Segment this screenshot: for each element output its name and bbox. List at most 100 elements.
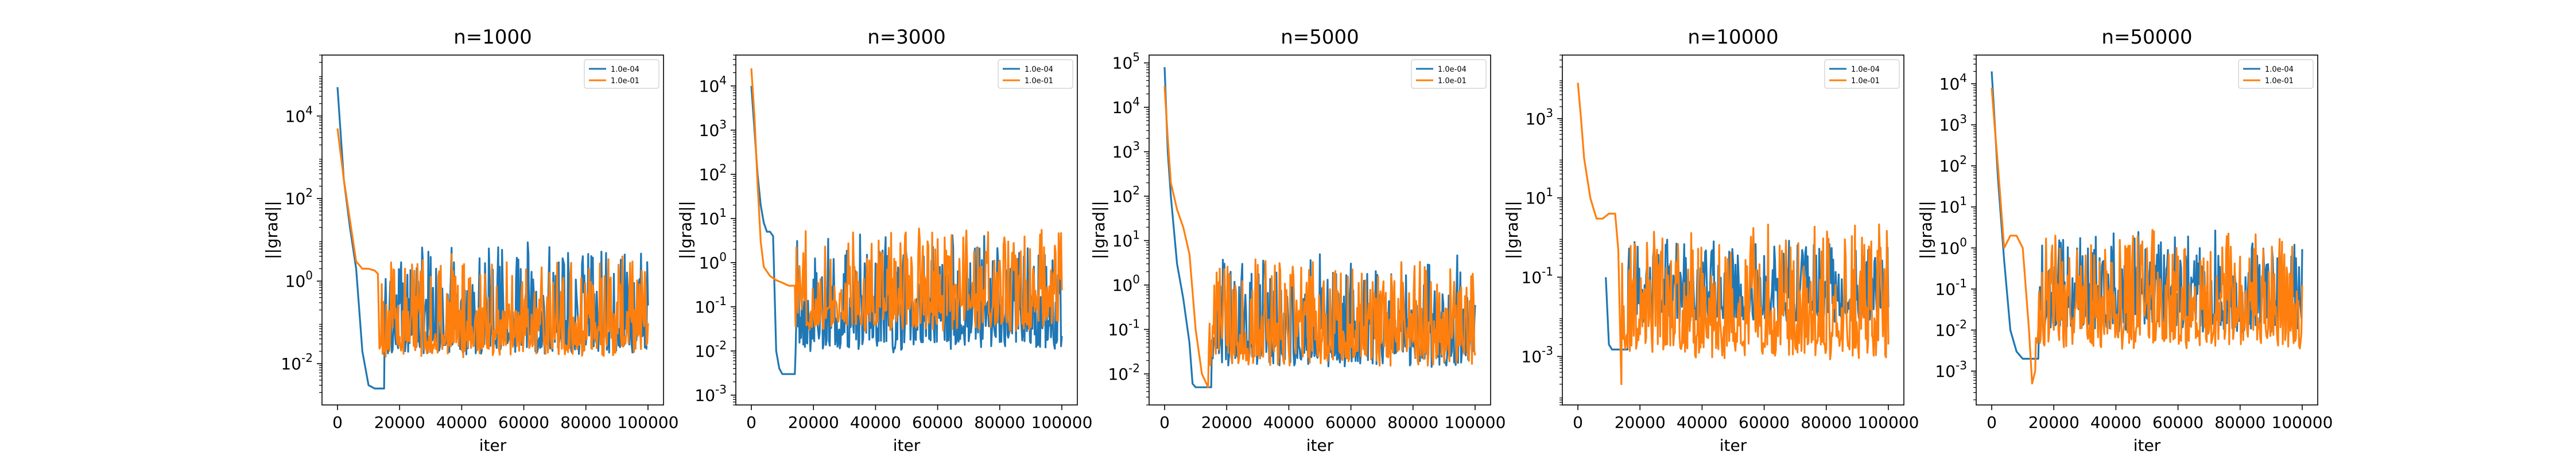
y-tick-label: 103 <box>1526 106 1553 128</box>
y-tick-exponent: 4 <box>1960 71 1967 85</box>
x-tick-label: 100000 <box>1858 413 1919 432</box>
subplot-2: 0 20000 40000 60000 80000 10000010-310-210-11… <box>676 26 1092 455</box>
y-tick-exponent: 3 <box>1546 106 1553 120</box>
x-tick-label: 80000 <box>974 413 1025 432</box>
y-tick-label: 104 <box>699 73 727 96</box>
y-tick-label: 101 <box>1526 185 1553 208</box>
y-tick-label: 10-1 <box>1108 317 1140 339</box>
y-tick-exponent: 2 <box>1132 184 1140 197</box>
y-tick-base: 10 <box>699 121 720 140</box>
y-tick-base: 10 <box>1939 239 1960 258</box>
y-tick-exponent: -1 <box>1956 276 1967 290</box>
y-tick-base: 10 <box>699 77 720 96</box>
subplot-4: 0 20000 40000 60000 80000 10000010-310-110110… <box>1503 26 1919 455</box>
y-tick-base: 10 <box>1939 75 1960 93</box>
y-tick-base: 10 <box>1112 143 1133 162</box>
y-tick-exponent: 4 <box>305 103 313 117</box>
x-tick-label: 40000 <box>850 413 901 432</box>
y-tick-exponent: -1 <box>715 294 727 308</box>
y-tick-exponent: -1 <box>1128 317 1140 330</box>
y-tick-base: 10 <box>1112 276 1133 295</box>
y-tick-label: 102 <box>285 186 313 208</box>
y-tick-base: 10 <box>699 209 720 228</box>
subplot-1: 0 20000 40000 60000 80000 10000010-2100102104… <box>262 26 678 455</box>
x-tick-label: 80000 <box>560 413 611 432</box>
legend-label: 1.0e-01 <box>1025 77 1053 85</box>
y-axis-label: ||grad|| <box>1089 201 1108 259</box>
y-tick-exponent: 2 <box>305 186 313 200</box>
x-tick-label: 40000 <box>436 413 487 432</box>
y-axis-label: ||grad|| <box>1917 201 1935 259</box>
y-tick-exponent: 4 <box>1132 95 1140 108</box>
x-tick-label: 80000 <box>1387 413 1438 432</box>
y-axis-label: ||grad|| <box>262 201 281 259</box>
x-axis-label: iter <box>479 436 507 455</box>
x-tick-label: 80000 <box>2214 413 2265 432</box>
y-tick-label: 103 <box>1112 139 1140 162</box>
y-tick-label: 103 <box>699 118 727 140</box>
y-tick-label: 10-1 <box>1935 276 1967 299</box>
y-tick-base: 10 <box>1112 231 1133 250</box>
subplot-title: n=1000 <box>453 26 532 49</box>
y-tick-label: 10-2 <box>1935 317 1967 340</box>
series-line-2 <box>750 68 1063 333</box>
x-tick-label: 0 <box>332 413 343 432</box>
subplot-title: n=3000 <box>867 26 946 49</box>
y-tick-exponent: 0 <box>719 250 727 264</box>
y-tick-base: 10 <box>1112 54 1133 73</box>
y-tick-base: 10 <box>1526 189 1546 208</box>
y-tick-label: 104 <box>1939 71 1967 93</box>
y-tick-label: 100 <box>285 268 313 291</box>
y-tick-exponent: 2 <box>1960 153 1967 167</box>
y-tick-base: 10 <box>1935 321 1956 340</box>
y-tick-base: 10 <box>1112 187 1133 206</box>
y-tick-base: 10 <box>281 354 301 373</box>
y-tick-exponent: -2 <box>1956 317 1967 331</box>
y-tick-label: 102 <box>1939 153 1967 176</box>
y-tick-exponent: -3 <box>715 383 727 396</box>
y-tick-label: 10-2 <box>1108 361 1140 384</box>
y-tick-label: 10-1 <box>1521 264 1553 287</box>
x-tick-label: 60000 <box>1325 413 1376 432</box>
x-tick-label: 20000 <box>1615 413 1666 432</box>
y-tick-base: 10 <box>1521 348 1542 367</box>
y-tick-exponent: 1 <box>1546 185 1553 199</box>
x-axis-label: iter <box>1720 436 1747 455</box>
y-tick-base: 10 <box>285 107 306 126</box>
x-tick-label: 80000 <box>1801 413 1852 432</box>
y-tick-exponent: -1 <box>1542 264 1553 278</box>
y-tick-label: 100 <box>699 250 727 272</box>
y-tick-base: 10 <box>1935 280 1956 299</box>
y-tick-base: 10 <box>695 298 715 317</box>
x-axis-label: iter <box>1306 436 1334 455</box>
axes-frame <box>1562 54 1904 406</box>
legend: 1.0e-04 1.0e-01 <box>998 59 1073 89</box>
x-axis-label: iter <box>2133 436 2161 455</box>
subplot-title: n=5000 <box>1281 26 1359 49</box>
series-line-2 <box>1991 87 2303 385</box>
x-tick-label: 40000 <box>1677 413 1728 432</box>
x-tick-label: 100000 <box>618 413 679 432</box>
x-tick-label: 100000 <box>2272 413 2333 432</box>
x-tick-label: 20000 <box>788 413 839 432</box>
y-tick-label: 100 <box>1939 235 1967 258</box>
y-tick-exponent: 3 <box>719 118 727 131</box>
legend: 1.0e-04 1.0e-01 <box>2238 59 2314 89</box>
x-tick-label: 40000 <box>2090 413 2142 432</box>
y-tick-label: 101 <box>699 206 727 228</box>
y-tick-label: 10-2 <box>695 338 727 361</box>
y-tick-base: 10 <box>699 254 720 272</box>
y-tick-base: 10 <box>1108 320 1128 339</box>
legend-label: 1.0e-01 <box>2265 77 2294 85</box>
y-tick-base: 10 <box>1939 198 1960 217</box>
legend-label: 1.0e-01 <box>1438 77 1467 85</box>
x-tick-label: 60000 <box>1739 413 1790 432</box>
y-tick-exponent: 3 <box>1960 112 1967 126</box>
subplot-title: n=50000 <box>2101 26 2192 49</box>
axes-frame <box>1976 54 2318 406</box>
y-tick-base: 10 <box>695 342 715 361</box>
y-tick-label: 10-2 <box>281 351 313 373</box>
legend-label: 1.0e-04 <box>2265 65 2294 74</box>
y-tick-exponent: 0 <box>1132 272 1140 286</box>
